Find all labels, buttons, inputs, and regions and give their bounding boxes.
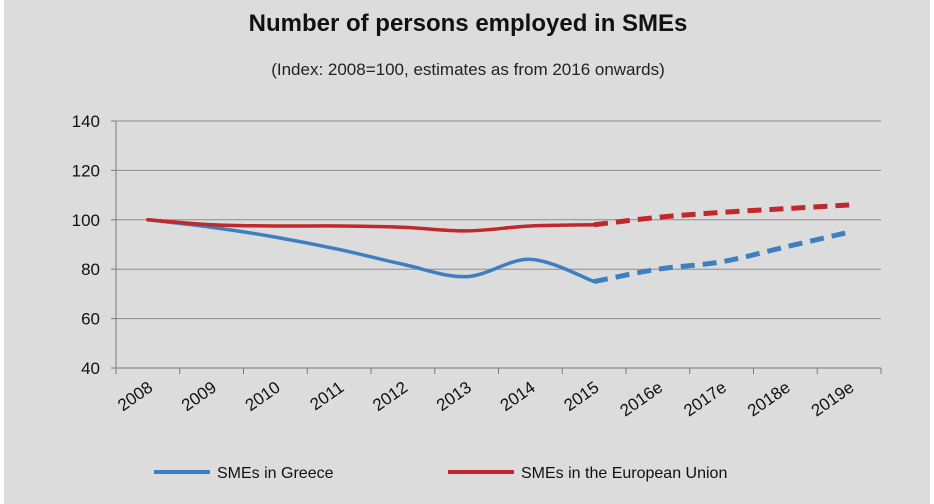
- y-tick-label: 100: [72, 211, 100, 230]
- x-tick-label: 2019e: [808, 378, 858, 421]
- legend-label-1: SMEs in the European Union: [521, 465, 727, 482]
- y-tick-label: 40: [81, 359, 100, 378]
- series-line-1: [146, 218, 596, 233]
- gridlines: [116, 120, 881, 320]
- x-tick-label: 2014: [497, 378, 539, 415]
- x-tick-label: 2015: [561, 378, 603, 415]
- x-tick-label: 2016e: [617, 378, 667, 421]
- y-tick-label: 120: [72, 161, 100, 180]
- series-line-0-estimate: [593, 229, 850, 285]
- chart: Number of persons employed in SMEs (Inde…: [4, 0, 930, 504]
- x-tick-label: 2012: [369, 378, 411, 415]
- series-line-0: [146, 218, 596, 284]
- x-tick-label: 2013: [433, 378, 475, 415]
- y-tick-label: 80: [81, 260, 100, 279]
- x-tick-label: 2018e: [744, 378, 794, 421]
- x-tick-label: 2010: [242, 378, 284, 415]
- x-tick-label: 2011: [307, 378, 348, 415]
- chart-title: Number of persons employed in SMEs: [249, 10, 688, 37]
- legend-label-0: SMEs in Greece: [217, 465, 334, 482]
- series-lines: [146, 202, 850, 285]
- chart-subtitle: (Index: 2008=100, estimates as from 2016…: [271, 60, 665, 79]
- x-tick-label: 2017e: [680, 378, 730, 421]
- y-tick-label: 60: [81, 310, 100, 329]
- x-axis-tick-labels: 2008 2009 2010 2011 2012 2013 2014 2015 2016e 201…: [114, 378, 857, 421]
- y-axis-tick-labels: 40 60 80 100 120 140: [72, 112, 100, 378]
- x-tick-label: 2008: [114, 378, 156, 415]
- chart-svg: Number of persons employed in SMEs (Inde…: [72, 10, 882, 482]
- series-line-1-estimate: [593, 202, 850, 228]
- y-tick-label: 140: [72, 112, 100, 131]
- axes: [111, 120, 882, 374]
- legend: SMEs in Greece SMEs in the European Union: [154, 465, 727, 482]
- x-tick-label: 2009: [178, 378, 220, 415]
